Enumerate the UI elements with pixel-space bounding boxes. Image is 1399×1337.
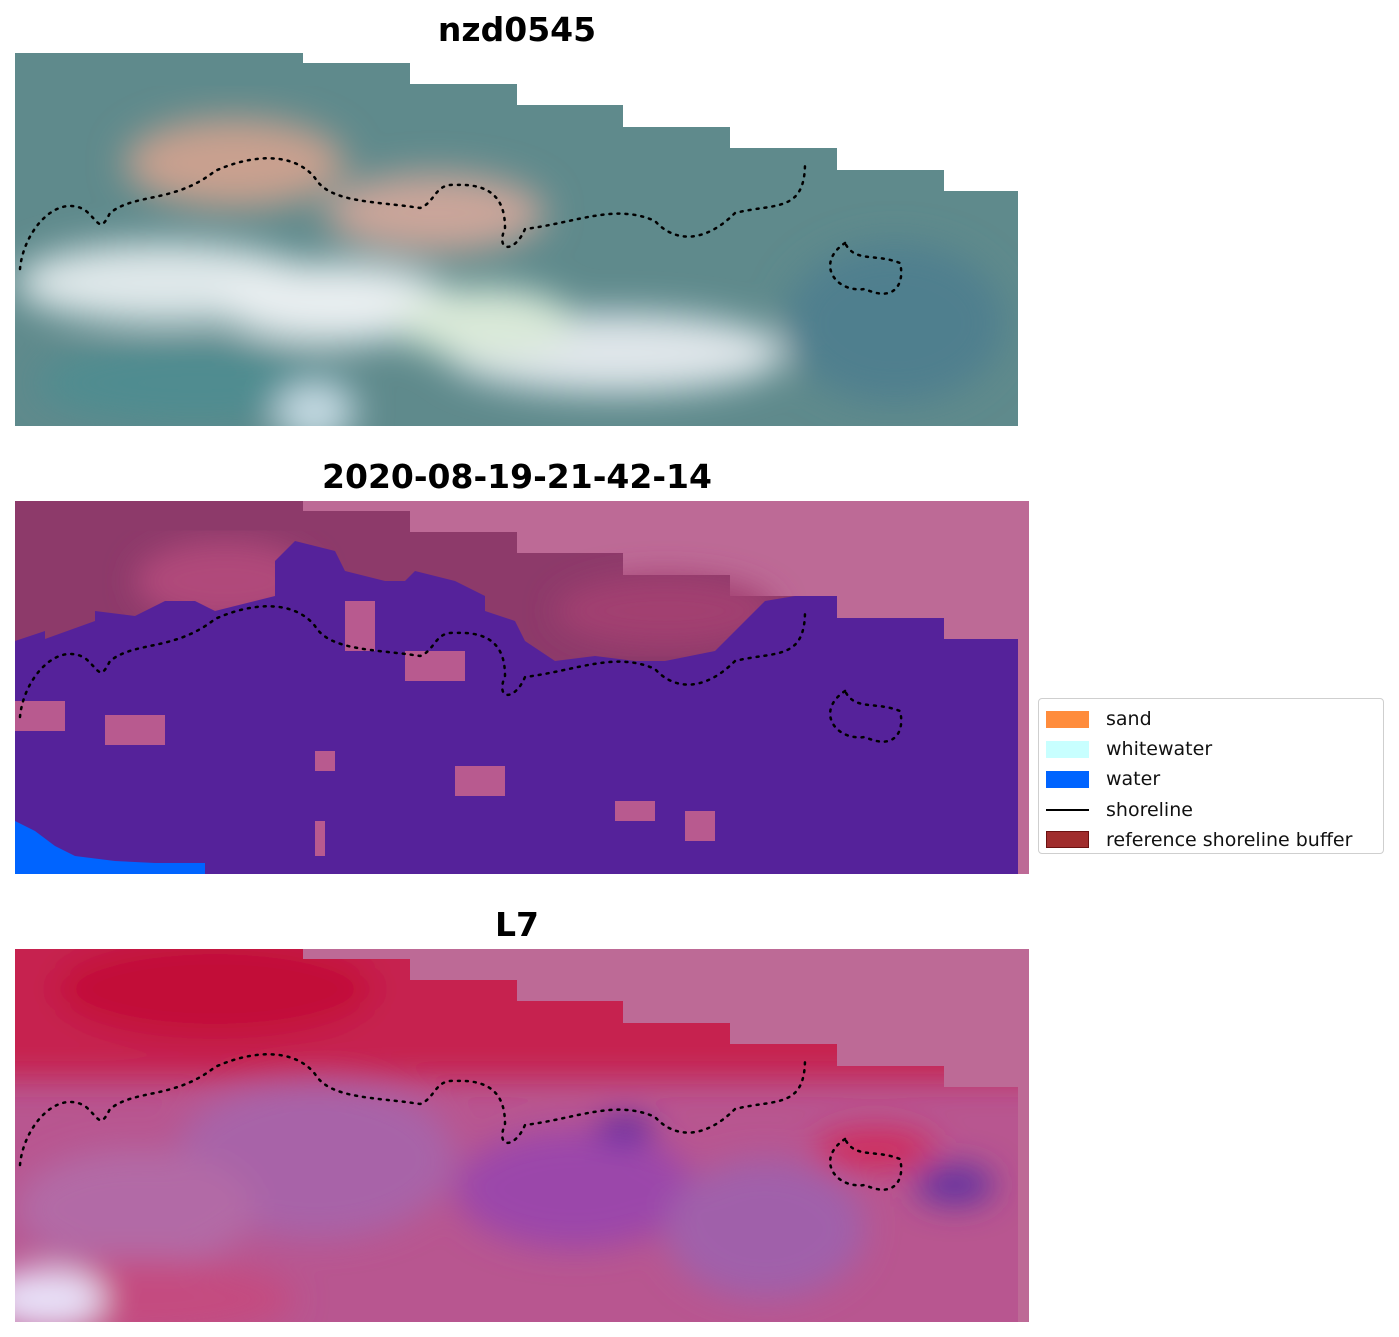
legend-item-shoreline: shoreline bbox=[1046, 795, 1376, 825]
buffer-swatch bbox=[1046, 831, 1089, 849]
satellite-rgb-image bbox=[15, 53, 1029, 426]
sand-swatch bbox=[1046, 710, 1089, 728]
legend-item-water: water bbox=[1046, 764, 1376, 794]
legend-item-whitewater: whitewater bbox=[1046, 734, 1376, 764]
legend-label-shoreline: shoreline bbox=[1106, 798, 1193, 821]
panel-title-2: 2020-08-19-21-42-14 bbox=[322, 457, 712, 496]
legend-label-sand: sand bbox=[1106, 708, 1152, 731]
legend-item-buffer: reference shoreline buffer bbox=[1046, 825, 1376, 855]
panel-title-3: L7 bbox=[495, 905, 539, 944]
legend-label-buffer: reference shoreline buffer bbox=[1106, 828, 1353, 851]
legend-item-sand: sand bbox=[1046, 704, 1376, 734]
index-image bbox=[15, 949, 1029, 1322]
whitewater-swatch bbox=[1046, 740, 1089, 758]
classified-image bbox=[15, 501, 1029, 874]
legend-label-water: water bbox=[1106, 768, 1161, 791]
panel-title-1: nzd0545 bbox=[437, 10, 597, 49]
legend-label-whitewater: whitewater bbox=[1106, 738, 1213, 761]
water-swatch bbox=[1046, 770, 1089, 788]
shoreline-line-swatch bbox=[1046, 808, 1089, 811]
legend: sand whitewater water shoreline referenc… bbox=[1038, 698, 1384, 854]
